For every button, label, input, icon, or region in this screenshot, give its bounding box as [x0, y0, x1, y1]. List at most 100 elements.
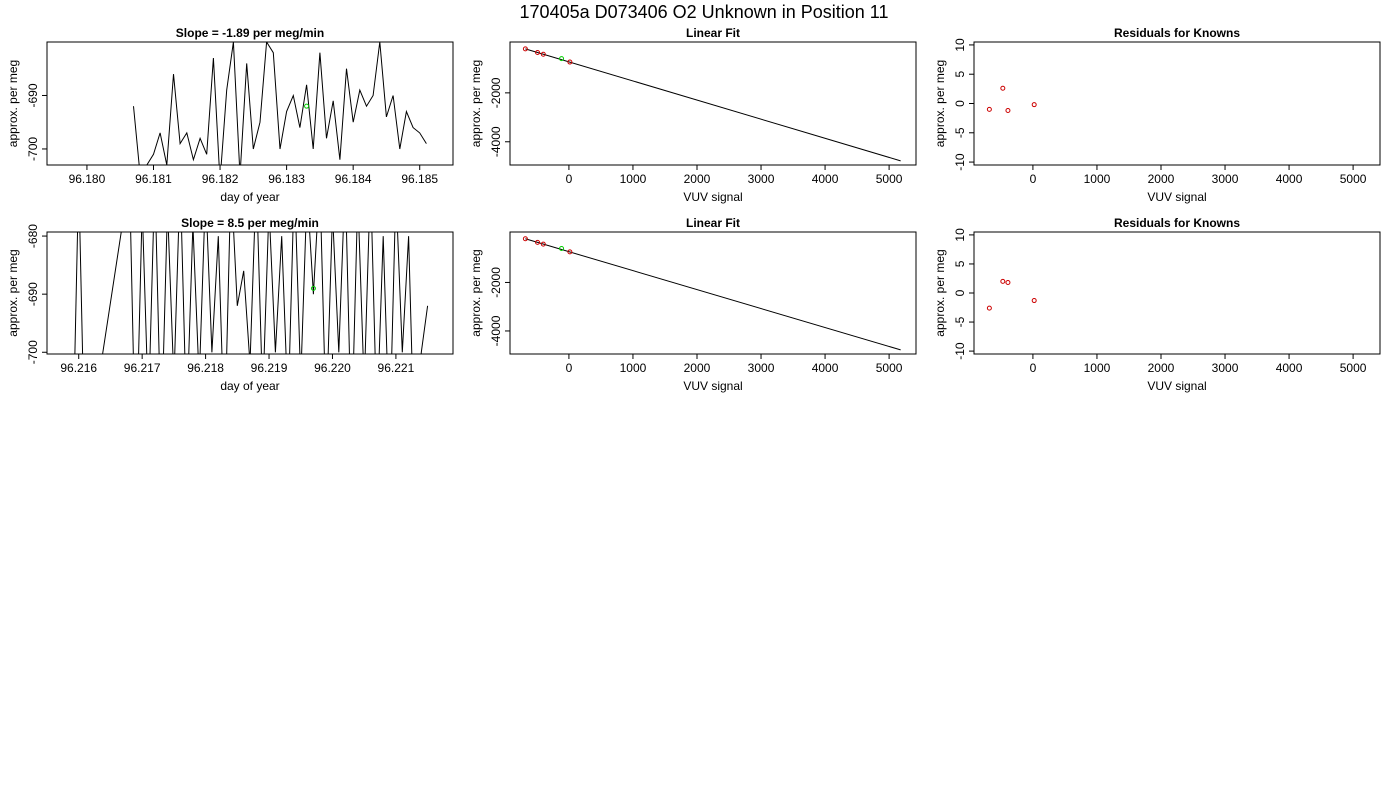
- x-tick-label: 3000: [748, 361, 775, 375]
- plot-data: [522, 46, 901, 162]
- x-axis-label: day of year: [220, 190, 279, 204]
- x-tick-label: 5000: [1340, 361, 1367, 375]
- x-axis-label: VUV signal: [1147, 190, 1206, 204]
- panel-res2: Residuals for Knowns 0 1000 2000 3000 4000 500…: [933, 216, 1381, 393]
- residual-point: [1000, 278, 1006, 284]
- x-tick-label: 3000: [1212, 172, 1239, 186]
- x-tick-label: 96.185: [401, 172, 438, 186]
- x-tick-label: 2000: [1148, 172, 1175, 186]
- x-tick-label: 96.220: [314, 361, 351, 375]
- residual-point: [1000, 85, 1006, 91]
- figure-suptitle: 170405a D073406 O2 Unknown in Position 1…: [520, 2, 889, 22]
- panel-title: Linear Fit: [686, 216, 740, 230]
- y-tick-label: -700: [26, 340, 40, 364]
- x-axis-label: day of year: [220, 379, 279, 393]
- x-tick-label: 2000: [1148, 361, 1175, 375]
- y-axis-label: approx. per meg: [933, 60, 947, 147]
- series-line: [133, 42, 427, 165]
- x-tick-label: 4000: [1276, 172, 1303, 186]
- x-tick-label: 96.217: [124, 361, 161, 375]
- plot-data: [986, 278, 1037, 311]
- y-tick-label: 10: [953, 228, 967, 242]
- x-tick-label: 1000: [1084, 361, 1111, 375]
- y-tick-label: -2000: [489, 77, 503, 108]
- residual-point: [986, 305, 992, 311]
- residual-point: [1031, 102, 1037, 108]
- known-point: [522, 46, 528, 52]
- x-tick-label: 0: [1030, 361, 1037, 375]
- series-line: [74, 232, 429, 354]
- x-tick-label: 5000: [1340, 172, 1367, 186]
- panel-title: Residuals for Knowns: [1114, 26, 1240, 40]
- x-tick-label: 96.184: [335, 172, 372, 186]
- x-tick-label: 96.182: [202, 172, 239, 186]
- y-tick-label: 5: [953, 260, 967, 267]
- plot-data: [133, 42, 427, 165]
- residual-point: [1005, 280, 1011, 286]
- x-tick-label: 96.221: [378, 361, 415, 375]
- x-tick-label: 0: [1030, 172, 1037, 186]
- y-tick-label: 0: [953, 100, 967, 107]
- x-axis-label: VUV signal: [1147, 379, 1206, 393]
- y-tick-label: -5: [953, 127, 967, 138]
- residual-point: [1031, 298, 1037, 304]
- known-point: [540, 51, 546, 57]
- y-tick-label: -690: [26, 83, 40, 107]
- y-axis-label: approx. per meg: [6, 60, 20, 147]
- panel-ts1: Slope = -1.89 per meg/min 96.180 96.181 96.…: [6, 26, 454, 204]
- plot-frame: [46, 41, 454, 166]
- plot-data: [74, 232, 429, 354]
- plot-frame: [973, 41, 1381, 166]
- panel-title: Residuals for Knowns: [1114, 216, 1240, 230]
- x-tick-label: 3000: [1212, 361, 1239, 375]
- fit-line: [525, 238, 901, 351]
- y-tick-label: -4000: [489, 126, 503, 157]
- known-point: [535, 239, 541, 245]
- known-point: [567, 249, 573, 255]
- y-tick-label: -2000: [489, 267, 503, 298]
- x-tick-label: 2000: [684, 361, 711, 375]
- x-tick-label: 96.180: [69, 172, 106, 186]
- residual-point: [1005, 108, 1011, 114]
- y-axis-label: approx. per meg: [469, 249, 483, 336]
- x-tick-label: 1000: [620, 361, 647, 375]
- panel-res1: Residuals for Knowns 0 1000 2000 3000 4000 500…: [933, 26, 1381, 204]
- known-point: [567, 59, 573, 65]
- unknown-marker: [304, 103, 310, 109]
- plot-data: [986, 85, 1037, 114]
- y-tick-label: 5: [953, 71, 967, 78]
- x-axis-label: VUV signal: [683, 379, 742, 393]
- x-tick-label: 4000: [812, 361, 839, 375]
- y-tick-label: -680: [26, 224, 40, 248]
- known-point: [522, 236, 528, 242]
- panel-title: Slope = 8.5 per meg/min: [181, 216, 319, 230]
- x-tick-label: 96.219: [251, 361, 288, 375]
- x-tick-label: 0: [566, 172, 573, 186]
- y-tick-label: -700: [26, 137, 40, 161]
- panel-title: Linear Fit: [686, 26, 740, 40]
- panel-fit2: Linear Fit 0 1000 2000 3000 4000 5000 -4000 -200…: [469, 216, 917, 393]
- x-tick-label: 5000: [876, 172, 903, 186]
- panel-title: Slope = -1.89 per meg/min: [176, 26, 324, 40]
- x-tick-label: 0: [566, 361, 573, 375]
- x-tick-label: 96.216: [60, 361, 97, 375]
- y-axis-label: approx. per meg: [6, 249, 20, 336]
- plot-frame: [509, 41, 917, 166]
- x-tick-label: 2000: [684, 172, 711, 186]
- y-tick-label: -5: [953, 316, 967, 327]
- unknown-point: [559, 245, 565, 251]
- y-axis-label: approx. per meg: [933, 249, 947, 336]
- unknown-marker: [310, 285, 316, 291]
- fit-line: [525, 48, 901, 162]
- x-tick-label: 5000: [876, 361, 903, 375]
- x-tick-label: 4000: [1276, 361, 1303, 375]
- known-point: [540, 241, 546, 247]
- plot-frame: [973, 231, 1381, 355]
- x-tick-label: 1000: [1084, 172, 1111, 186]
- x-axis-label: VUV signal: [683, 190, 742, 204]
- unknown-point: [559, 56, 565, 62]
- y-tick-label: -690: [26, 282, 40, 306]
- y-tick-label: 10: [953, 38, 967, 52]
- y-tick-label: -10: [953, 153, 967, 171]
